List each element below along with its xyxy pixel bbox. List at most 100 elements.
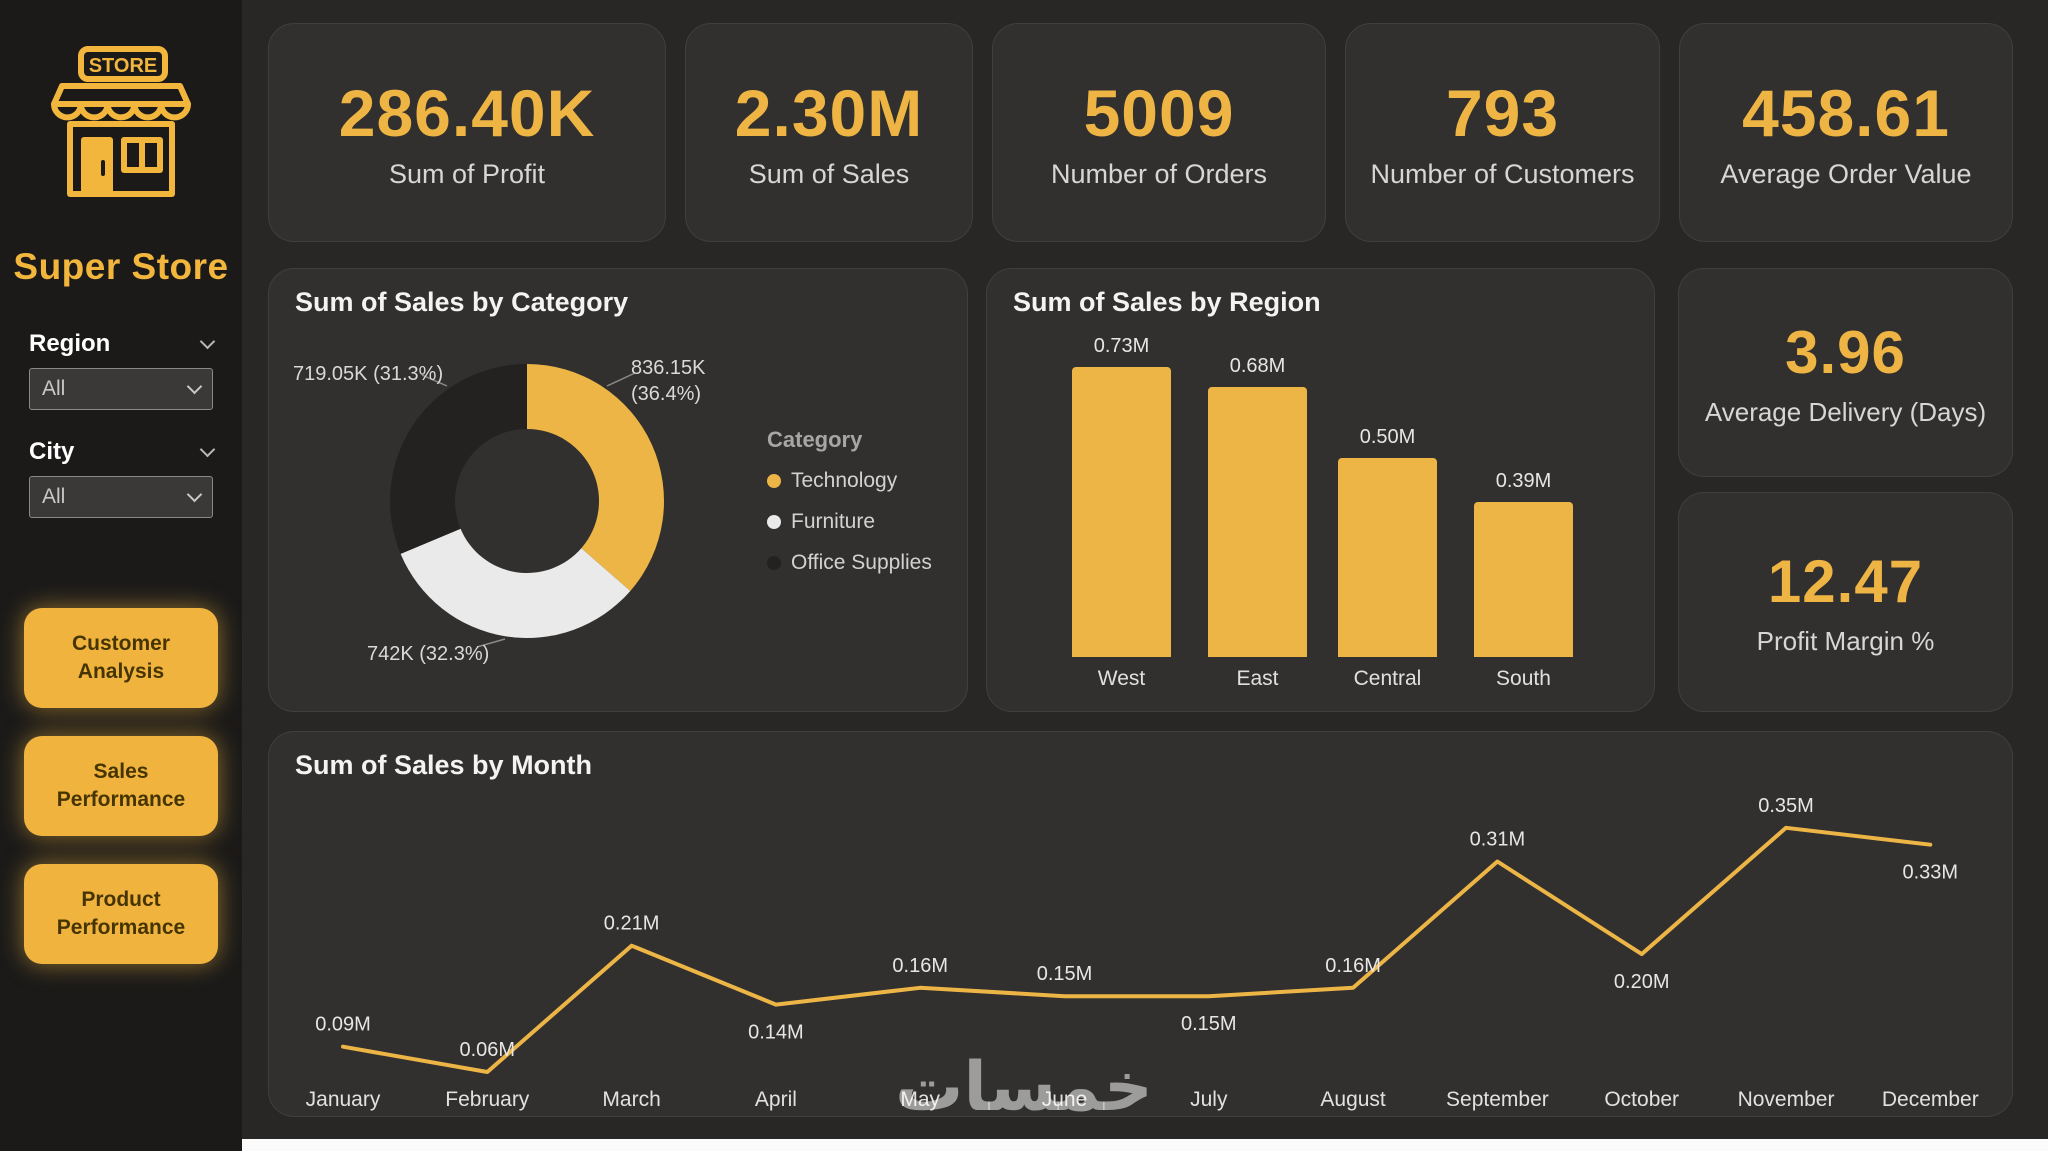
kpi-card[interactable]: 5009 Number of Orders	[992, 23, 1326, 242]
kpi-value: 2.30M	[734, 76, 924, 150]
donut-label-office-supplies: 719.05K (31.3%)	[293, 363, 444, 385]
legend-item-office-supplies[interactable]: Office Supplies	[767, 551, 932, 575]
filters: Region All City All	[29, 330, 216, 546]
legend-dot	[767, 474, 781, 488]
city-dropdown[interactable]: All	[29, 476, 213, 518]
line-value-label: 0.16M	[1325, 955, 1381, 977]
donut-slice-furniture[interactable]	[400, 528, 631, 638]
month-axis-label: May	[900, 1088, 940, 1111]
filter-label: Region	[29, 330, 111, 357]
line-value-label: 0.20M	[1614, 971, 1670, 993]
line-value-label: 0.33M	[1903, 862, 1959, 884]
line-value-label: 0.06M	[460, 1039, 516, 1061]
bar-value-label: 0.39M	[1495, 470, 1552, 492]
avg-delivery-label: Average Delivery (Days)	[1704, 396, 1987, 427]
nav-button-sales-performance[interactable]: Sales Performance	[24, 736, 218, 836]
kpi-value: 458.61	[1742, 76, 1950, 150]
legend-label: Furniture	[791, 510, 876, 533]
legend-item-furniture[interactable]: Furniture	[767, 510, 932, 534]
kpi-card[interactable]: 458.61 Average Order Value	[1679, 23, 2013, 242]
filter-city-header[interactable]: City	[29, 438, 216, 466]
bar-east[interactable]	[1208, 387, 1307, 657]
line-value-label: 0.15M	[1037, 963, 1093, 985]
bar-central[interactable]	[1338, 458, 1437, 657]
line-card-title: Sum of Sales by Month	[295, 750, 593, 780]
line-value-label: 0.21M	[604, 913, 660, 935]
month-axis-label: October	[1604, 1088, 1679, 1111]
month-axis-label: September	[1446, 1088, 1549, 1111]
avg-delivery-card[interactable]: 3.96 Average Delivery (Days)	[1678, 268, 2013, 477]
line-value-label: 0.09M	[315, 1014, 371, 1036]
month-axis-label: February	[445, 1088, 530, 1111]
kpi-label: Number of Orders	[1050, 159, 1268, 189]
month-axis-label: July	[1190, 1088, 1228, 1111]
bar-category-label: West	[1097, 667, 1146, 690]
legend-label: Technology	[791, 469, 898, 492]
kpi-card[interactable]: 793 Number of Customers	[1345, 23, 1660, 242]
donut-callout-line	[421, 374, 448, 387]
kpi-value: 286.40K	[338, 76, 596, 150]
nav-button-product-performance[interactable]: Product Performance	[24, 864, 218, 964]
kpi-card[interactable]: 286.40K Sum of Profit	[268, 23, 666, 242]
sales-by-region-card: Sum of Sales by Region 0.73M West 0.68M Eas…	[986, 268, 1655, 712]
filter-city: City All	[29, 438, 216, 518]
line-value-label: 0.35M	[1758, 795, 1814, 817]
bar-category-label: Central	[1353, 667, 1422, 690]
month-axis-label: November	[1738, 1088, 1835, 1111]
bar-value-label: 0.73M	[1093, 335, 1150, 357]
donut-card-title: Sum of Sales by Category	[295, 287, 629, 317]
kpi-row: 286.40K Sum of Profit 2.30M Sum of Sales 500…	[268, 23, 2013, 242]
kpi-label: Sum of Profit	[388, 159, 546, 189]
bar-value-label: 0.50M	[1359, 426, 1416, 448]
line-value-label: 0.15M	[1181, 1013, 1237, 1035]
kpi-card[interactable]: 2.30M Sum of Sales	[685, 23, 973, 242]
kpi-label: Average Order Value	[1720, 159, 1972, 189]
sales-line-series[interactable]	[341, 825, 1933, 1074]
legend-label: Office Supplies	[791, 551, 932, 574]
month-axis-label: January	[306, 1088, 381, 1111]
month-axis-label: April	[755, 1088, 797, 1111]
filter-label: City	[29, 438, 75, 465]
sales-by-category-card: Sum of Sales by Category Category Techno…	[268, 268, 968, 712]
nav-button-customer-analysis[interactable]: Customer Analysis	[24, 608, 218, 708]
legend-dot	[767, 556, 781, 570]
legend-dot	[767, 515, 781, 529]
avg-delivery-value: 3.96	[1785, 318, 1906, 386]
month-axis-label: August	[1320, 1088, 1386, 1111]
region-dropdown[interactable]: All	[29, 368, 213, 410]
dropdown-value: All	[42, 377, 66, 400]
filter-region: Region All	[29, 330, 216, 410]
store-sign-label: STORE	[89, 55, 158, 77]
donut-chart[interactable]	[377, 351, 677, 651]
bar-south[interactable]	[1474, 502, 1573, 657]
category-legend: Category Technology Furniture Office Suppl…	[767, 427, 932, 592]
donut-label-technology: 836.15K (36.4%)	[631, 357, 706, 405]
chevron-down-icon	[186, 486, 203, 503]
legend-item-technology[interactable]: Technology	[767, 469, 932, 493]
kpi-value: 793	[1445, 76, 1560, 150]
chevron-down-icon	[186, 378, 203, 395]
nav-buttons: Customer Analysis Sales Performance Produc…	[24, 608, 218, 992]
donut-slice-office-supplies[interactable]	[390, 364, 527, 554]
donut-label-furniture: 742K (32.3%)	[367, 643, 490, 665]
kpi-label: Number of Customers	[1370, 159, 1635, 189]
bar-value-label: 0.68M	[1229, 355, 1286, 377]
dropdown-value: All	[42, 485, 66, 508]
donut-slice-technology[interactable]	[527, 364, 664, 591]
profit-margin-value: 12.47	[1767, 548, 1924, 615]
bar-west[interactable]	[1072, 367, 1171, 657]
bar-card-title: Sum of Sales by Region	[1013, 287, 1321, 317]
donut-callout-line	[606, 372, 636, 387]
store-logo-icon: STORE	[51, 46, 191, 197]
chevron-down-icon	[199, 441, 216, 458]
profit-margin-card[interactable]: 12.47 Profit Margin %	[1678, 492, 2013, 712]
sales-by-month-card: Sum of Sales by Month 0.09M January 0.06M F…	[268, 731, 2013, 1117]
filter-region-header[interactable]: Region	[29, 330, 216, 358]
kpi-value: 5009	[1083, 76, 1235, 150]
bar-chart: 0.73M West 0.68M East 0.50M Central 0.39M South	[987, 269, 1654, 711]
bar-category-label: South	[1496, 667, 1551, 690]
month-axis-label: December	[1882, 1088, 1979, 1111]
legend-title: Category	[767, 427, 863, 452]
sidebar: STORE Super Store Region All City All Custo…	[0, 0, 242, 1151]
